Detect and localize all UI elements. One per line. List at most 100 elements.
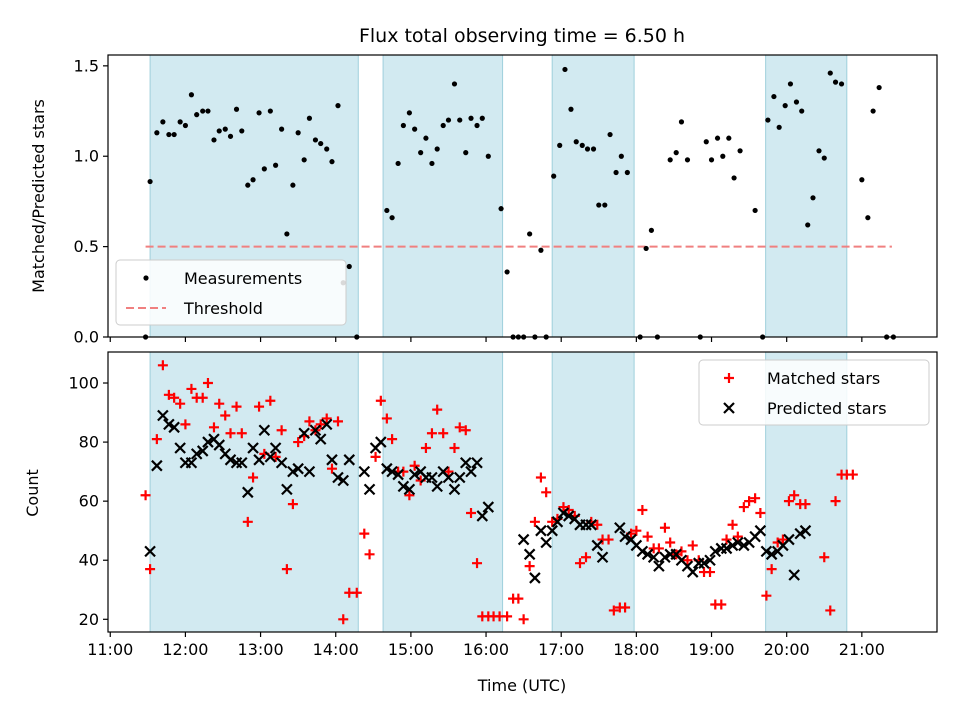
data-point bbox=[771, 93, 777, 100]
series-predicted-stars bbox=[144, 409, 812, 584]
data-point bbox=[584, 146, 591, 152]
data-point bbox=[538, 247, 544, 253]
data-point bbox=[517, 533, 530, 546]
data-point bbox=[682, 555, 693, 566]
y-tick-label: 20 bbox=[79, 610, 99, 629]
data-point bbox=[703, 139, 709, 145]
data-point bbox=[602, 202, 608, 208]
data-point bbox=[370, 451, 381, 462]
data-point bbox=[535, 472, 546, 483]
data-point bbox=[186, 383, 197, 394]
data-point bbox=[392, 468, 404, 481]
data-point bbox=[825, 605, 836, 616]
legend-label: Predicted stars bbox=[767, 399, 887, 418]
data-point bbox=[678, 119, 685, 125]
data-point bbox=[338, 614, 349, 625]
data-point bbox=[641, 548, 654, 561]
observing-interval-0 bbox=[149, 351, 359, 633]
y-tick-label: 1.0 bbox=[74, 147, 99, 166]
data-point bbox=[281, 564, 292, 575]
data-point bbox=[157, 360, 168, 371]
data-point bbox=[265, 395, 276, 406]
data-point bbox=[460, 425, 471, 436]
data-point bbox=[290, 182, 296, 188]
observing-interval-1 bbox=[382, 351, 504, 633]
data-point bbox=[592, 519, 603, 530]
data-point bbox=[788, 569, 800, 581]
data-point bbox=[326, 463, 337, 474]
chart-title: Flux total observing time = 6.50 h bbox=[359, 25, 685, 47]
data-point bbox=[631, 525, 642, 536]
y-tick-label: 80 bbox=[79, 433, 99, 452]
data-point bbox=[454, 422, 465, 433]
data-point bbox=[250, 177, 256, 183]
data-point bbox=[180, 419, 191, 430]
data-point bbox=[737, 148, 743, 154]
data-point bbox=[832, 79, 839, 85]
data-point bbox=[324, 146, 330, 152]
data-point bbox=[443, 466, 454, 477]
data-point bbox=[403, 483, 416, 496]
data-point bbox=[457, 117, 463, 123]
data-point bbox=[188, 92, 195, 98]
data-point bbox=[708, 157, 715, 163]
data-point bbox=[151, 459, 163, 472]
data-point bbox=[607, 131, 613, 138]
data-point bbox=[284, 231, 290, 237]
count-panel: 20 40 60 80 100 11:00 12:00 13:00 14:00 15:00 16:0… bbox=[68, 351, 938, 659]
y-tick-label: 0.0 bbox=[74, 328, 99, 347]
data-point bbox=[449, 442, 460, 453]
data-point bbox=[485, 153, 491, 159]
data-point bbox=[793, 99, 800, 105]
data-point bbox=[783, 533, 795, 546]
data-point bbox=[562, 510, 575, 522]
data-point bbox=[529, 572, 541, 584]
data-point bbox=[306, 115, 313, 121]
data-point bbox=[140, 490, 151, 501]
data-point bbox=[709, 545, 722, 558]
data-point bbox=[292, 462, 304, 475]
data-point bbox=[426, 428, 437, 439]
data-point bbox=[726, 135, 732, 141]
x-axis-label: Time (UTC) bbox=[477, 676, 566, 695]
data-point bbox=[551, 516, 564, 528]
data-point bbox=[463, 150, 469, 156]
data-point bbox=[239, 128, 245, 134]
data-point bbox=[870, 108, 876, 114]
data-point bbox=[782, 103, 788, 109]
data-point bbox=[409, 460, 420, 471]
data-point bbox=[312, 137, 319, 143]
observing-interval-2 bbox=[551, 54, 635, 338]
data-point bbox=[267, 108, 273, 114]
data-point bbox=[540, 536, 552, 549]
data-point bbox=[279, 126, 285, 132]
data-point bbox=[304, 416, 315, 427]
data-point bbox=[321, 413, 332, 424]
data-point bbox=[245, 182, 251, 188]
data-point bbox=[151, 434, 162, 445]
legend-box bbox=[115, 259, 347, 326]
data-point bbox=[859, 177, 865, 183]
observing-interval-1 bbox=[382, 54, 504, 338]
data-point bbox=[163, 389, 174, 400]
data-point bbox=[523, 548, 536, 561]
data-point bbox=[799, 524, 812, 537]
legend-box bbox=[698, 359, 930, 426]
data-point bbox=[482, 501, 495, 513]
legend: Matched stars Predicted stars bbox=[698, 359, 930, 426]
data-point bbox=[423, 135, 429, 141]
data-point bbox=[620, 602, 631, 613]
data-point bbox=[827, 70, 833, 76]
data-point bbox=[518, 614, 529, 625]
data-point bbox=[253, 454, 265, 466]
data-point bbox=[269, 442, 282, 454]
data-point bbox=[459, 456, 472, 469]
data-point bbox=[562, 66, 568, 73]
data-point bbox=[847, 469, 858, 480]
plot-frame bbox=[107, 54, 938, 338]
data-point bbox=[343, 454, 356, 466]
data-point bbox=[468, 115, 474, 121]
data-point bbox=[513, 593, 524, 604]
data-point bbox=[451, 81, 458, 87]
data-point bbox=[716, 599, 727, 610]
